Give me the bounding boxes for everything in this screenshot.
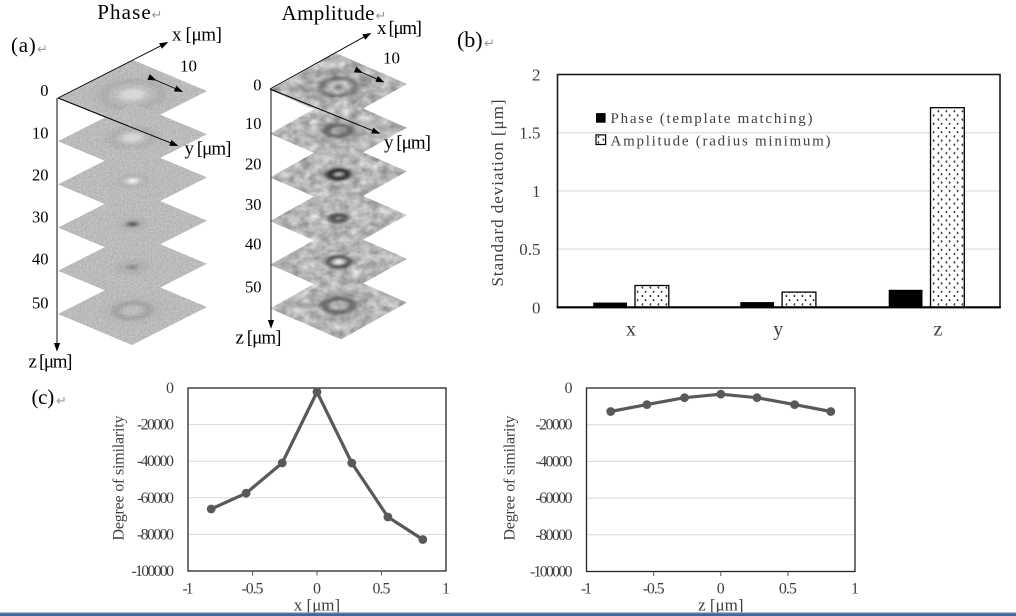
svg-text:y: y <box>773 319 783 341</box>
svg-text:-20000: -20000 <box>137 417 174 434</box>
svg-text:↵: ↵ <box>56 393 67 408</box>
svg-text:(a): (a) <box>11 33 36 57</box>
svg-text:40: 40 <box>245 234 262 253</box>
svg-text:y [μm]: y [μm] <box>185 139 232 160</box>
svg-text:0.5: 0.5 <box>519 240 540 259</box>
svg-text:x [μm]: x [μm] <box>172 25 222 46</box>
svg-text:↵: ↵ <box>152 7 163 22</box>
svg-text:1: 1 <box>532 182 541 201</box>
svg-text:x [μm]: x [μm] <box>377 18 422 39</box>
svg-text:0: 0 <box>565 380 573 397</box>
svg-text:x [μm]: x [μm] <box>294 596 340 615</box>
svg-text:20: 20 <box>245 154 262 173</box>
svg-text:50: 50 <box>245 277 262 296</box>
svg-text:2: 2 <box>532 66 541 85</box>
svg-text:10: 10 <box>32 123 49 142</box>
svg-text:↵: ↵ <box>376 8 387 23</box>
svg-text:z [μm]: z [μm] <box>29 352 73 373</box>
svg-text:z [μm]: z [μm] <box>698 596 743 615</box>
svg-text:Degree of similarity: Degree of similarity <box>111 416 128 541</box>
svg-text:0.5: 0.5 <box>779 581 797 598</box>
svg-text:0: 0 <box>253 75 261 94</box>
svg-text:Phase: Phase <box>97 0 151 24</box>
svg-text:z [μm]: z [μm] <box>236 328 282 349</box>
svg-text:-1: -1 <box>183 581 194 598</box>
svg-text:-0.5: -0.5 <box>242 581 264 598</box>
svg-text:-80000: -80000 <box>137 526 174 543</box>
svg-text:(b): (b) <box>457 27 483 52</box>
svg-text:-20000: -20000 <box>536 417 573 434</box>
svg-text:10: 10 <box>180 57 197 76</box>
svg-text:y [μm]: y [μm] <box>384 133 431 154</box>
svg-text:↵: ↵ <box>484 36 495 51</box>
svg-text:20: 20 <box>32 165 49 184</box>
svg-text:Standard deviation [μm]: Standard deviation [μm] <box>488 100 507 287</box>
svg-text:0.5: 0.5 <box>373 581 391 598</box>
svg-text:-0.5: -0.5 <box>643 581 665 598</box>
svg-text:Phase (template matching): Phase (template matching) <box>611 111 813 127</box>
svg-text:-80000: -80000 <box>536 527 573 544</box>
svg-text:-100000: -100000 <box>132 563 175 580</box>
svg-text:0: 0 <box>40 81 48 100</box>
svg-text:1: 1 <box>442 581 450 598</box>
svg-text:40: 40 <box>32 249 49 268</box>
svg-text:↵: ↵ <box>37 42 48 57</box>
svg-text:x: x <box>626 319 636 341</box>
svg-text:-100000: -100000 <box>530 564 573 581</box>
svg-text:-60000: -60000 <box>536 490 573 507</box>
svg-text:-1: -1 <box>581 581 592 598</box>
svg-text:1.5: 1.5 <box>519 124 540 143</box>
svg-text:50: 50 <box>32 293 49 312</box>
svg-text:10: 10 <box>383 49 400 68</box>
svg-text:0: 0 <box>717 581 725 598</box>
svg-text:Amplitude: Amplitude <box>282 1 375 25</box>
svg-text:1: 1 <box>851 581 859 598</box>
svg-text:Degree of similarity: Degree of similarity <box>502 416 519 541</box>
svg-text:30: 30 <box>32 207 49 226</box>
svg-text:(c): (c) <box>32 385 55 409</box>
svg-text:0: 0 <box>313 581 321 598</box>
svg-text:Amplitude (radius minimum): Amplitude (radius minimum) <box>611 134 831 150</box>
svg-text:30: 30 <box>245 195 262 214</box>
svg-text:-60000: -60000 <box>137 490 174 507</box>
svg-text:10: 10 <box>245 114 262 133</box>
svg-text:0: 0 <box>166 380 174 397</box>
svg-text:-40000: -40000 <box>137 453 174 470</box>
svg-text:z: z <box>934 319 943 341</box>
svg-text:0: 0 <box>532 298 541 317</box>
svg-text:-40000: -40000 <box>536 453 573 470</box>
